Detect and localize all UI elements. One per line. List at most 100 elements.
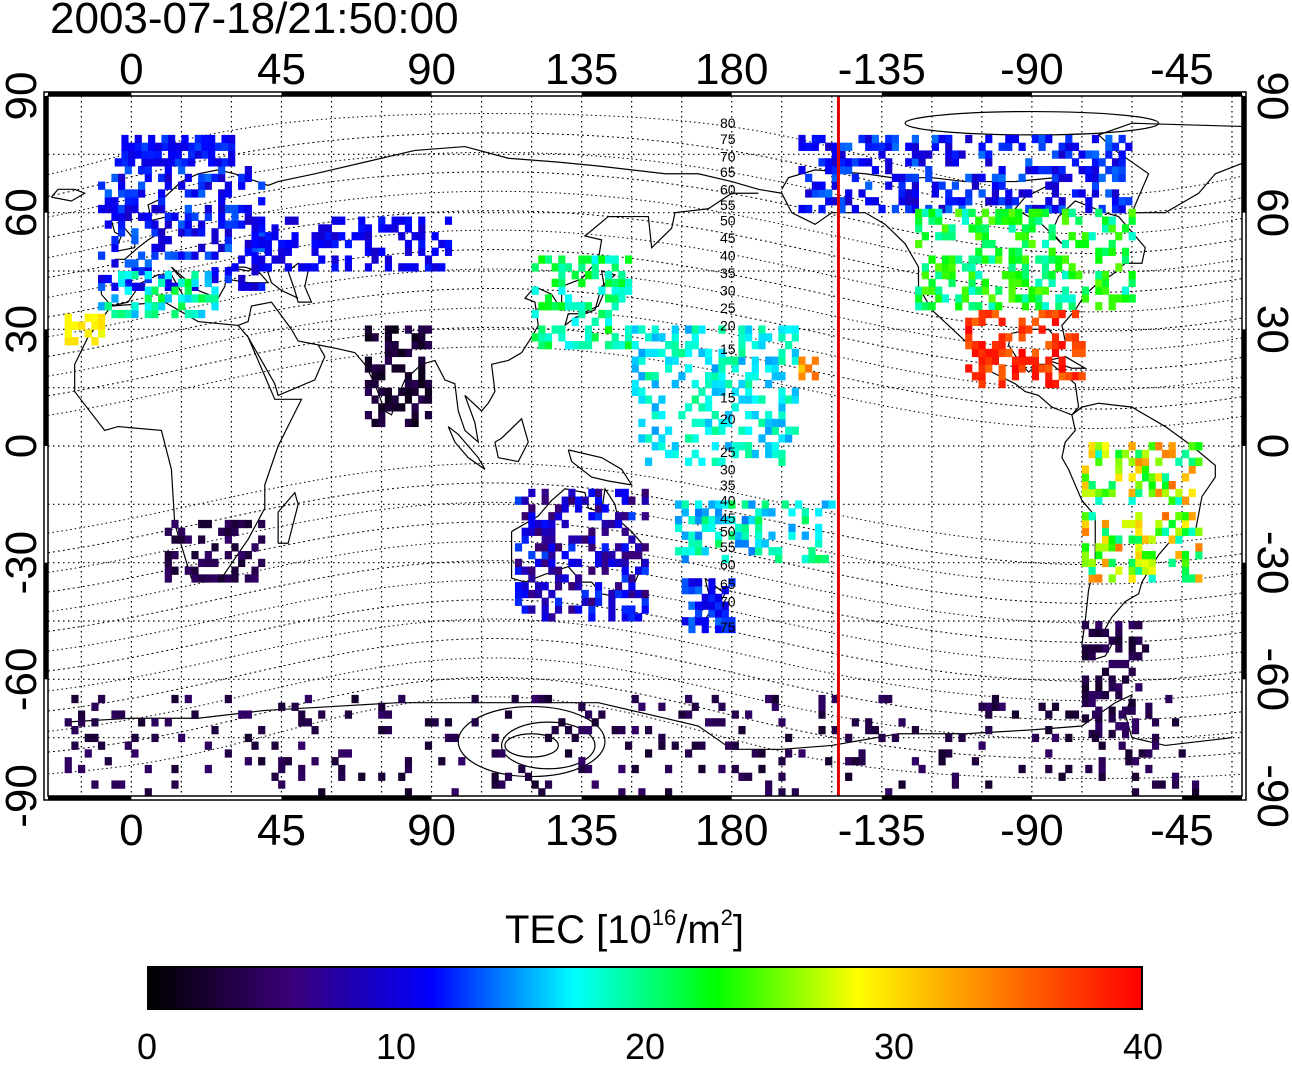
tec-cell <box>1081 286 1090 295</box>
tec-cell <box>1135 457 1143 466</box>
tec-cell <box>1051 379 1060 389</box>
tec-cell <box>1111 204 1120 214</box>
tec-cell <box>688 617 696 626</box>
tec-cell <box>721 500 729 509</box>
tec-cell <box>358 772 366 781</box>
tec-cell <box>665 426 673 435</box>
tec-cell <box>785 395 793 404</box>
tec-cell <box>204 204 212 214</box>
tec-cell <box>541 496 549 505</box>
tec-cell <box>1141 535 1150 544</box>
tec-cell <box>771 418 779 428</box>
colorbar-title: TEC [1016/m2] <box>505 905 745 953</box>
tec-cell <box>1041 263 1050 272</box>
tec-cell <box>398 364 406 373</box>
tec-cell <box>818 694 826 704</box>
tec-cell <box>444 247 453 256</box>
tec-cell <box>1091 134 1100 144</box>
lon-tick-label-bottom: 0 <box>119 806 143 855</box>
tec-cell <box>998 341 1006 350</box>
tec-cell <box>621 496 629 505</box>
tec-cell <box>291 232 299 241</box>
tec-cell <box>604 271 613 280</box>
tec-cell <box>521 605 529 614</box>
tec-cell <box>731 387 739 396</box>
tec-cell <box>124 271 132 280</box>
tec-cell <box>678 411 686 420</box>
tec-cell <box>514 589 523 599</box>
tec-cell <box>995 208 1003 218</box>
tec-cell <box>291 702 299 711</box>
tec-cell <box>378 364 386 373</box>
tec-cell <box>771 356 779 365</box>
tec-cell <box>678 372 686 381</box>
tec-cell <box>1048 255 1056 264</box>
tec-cell <box>1108 239 1116 249</box>
tec-cell <box>158 243 166 253</box>
tec-cell <box>708 516 716 525</box>
tec-cell <box>1115 465 1123 474</box>
tec-cell <box>244 216 252 225</box>
tec-cell <box>718 364 726 373</box>
tec-cell <box>731 764 739 774</box>
mlat-label: 15 <box>720 341 736 357</box>
tec-cell <box>995 286 1003 295</box>
tec-cell <box>178 251 186 260</box>
tec-cell <box>384 710 393 719</box>
tec-cell <box>1128 473 1136 482</box>
tec-cell <box>1141 566 1150 575</box>
tec-cell <box>631 764 639 774</box>
tec-cell <box>624 325 633 334</box>
tec-cell <box>1181 558 1190 568</box>
tec-cell <box>598 255 606 264</box>
tec-cell <box>1158 780 1166 789</box>
frame-bar-left <box>44 562 48 680</box>
tec-cell <box>1051 173 1060 183</box>
tec-cell <box>624 278 633 288</box>
tec-cell <box>711 694 719 704</box>
tec-cell <box>251 282 259 291</box>
tec-cell <box>418 372 426 381</box>
tec-cell <box>1088 232 1096 241</box>
tec-cell <box>878 142 886 151</box>
tec-cell <box>971 181 980 190</box>
tec-cell <box>71 337 79 346</box>
tec-cell <box>538 788 546 796</box>
tec-cell <box>111 197 119 206</box>
tec-cell <box>424 379 433 389</box>
tec-cell <box>918 158 926 167</box>
tec-cell <box>828 500 836 509</box>
tec-cell <box>1078 150 1086 159</box>
tec-cell <box>594 589 603 599</box>
tec-cell <box>1128 621 1136 630</box>
tec-cell <box>945 150 953 159</box>
tec-cell <box>898 718 906 727</box>
tec-cell <box>915 286 923 295</box>
tec-cell <box>1178 749 1186 758</box>
tec-cell <box>831 694 839 704</box>
tec-cell <box>171 251 179 260</box>
tec-cell <box>271 255 279 264</box>
tec-cell <box>594 551 603 560</box>
tec-cell <box>681 547 689 556</box>
tec-cell <box>211 302 219 311</box>
tec-cell <box>948 271 956 280</box>
tec-cell <box>1061 208 1070 218</box>
tec-cell <box>701 624 709 634</box>
tec-cell <box>528 504 536 513</box>
tec-cell <box>424 395 433 404</box>
tec-cell <box>171 551 179 560</box>
tec-cell <box>778 457 786 466</box>
tec-cell <box>244 204 252 214</box>
tec-cell <box>258 239 266 249</box>
tec-cell <box>945 134 953 144</box>
tec-cell <box>541 543 549 552</box>
tec-cell <box>925 173 933 183</box>
tec-cell <box>905 158 913 167</box>
tec-cell <box>371 418 379 428</box>
tec-cell <box>221 142 229 151</box>
tec-cell <box>144 220 152 229</box>
tec-cell <box>384 325 393 334</box>
tec-cell <box>621 543 629 552</box>
tec-cell <box>378 216 386 225</box>
